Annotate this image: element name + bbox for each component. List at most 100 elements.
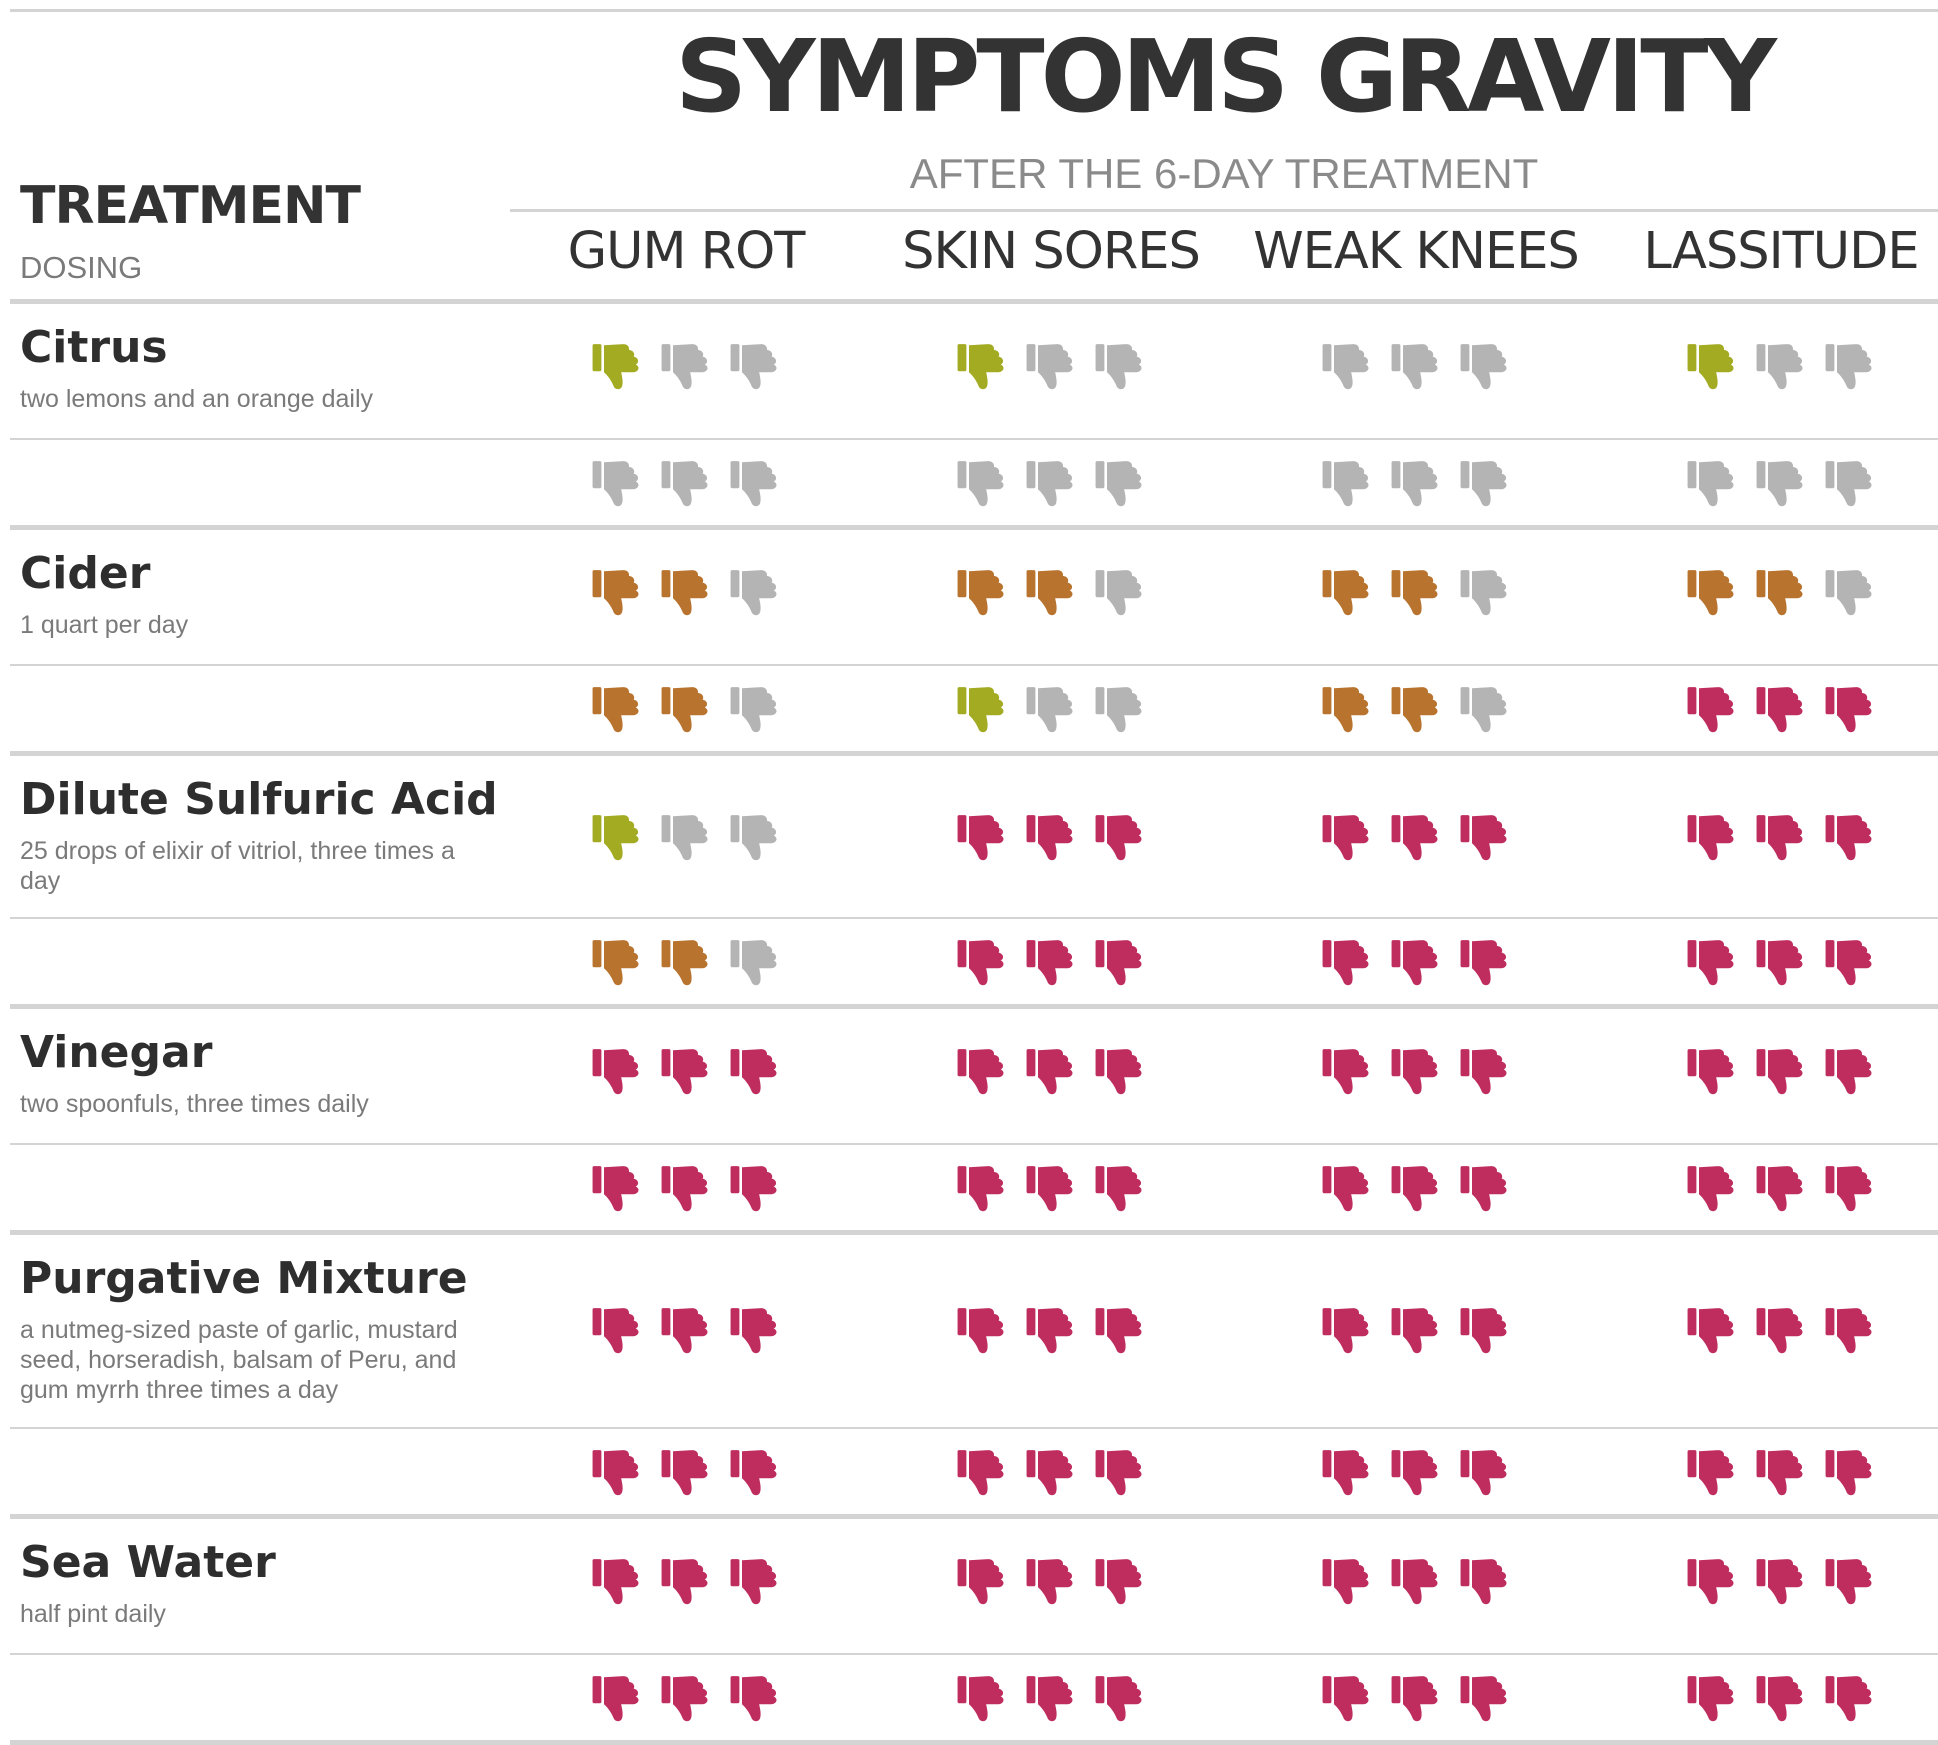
thumbs-down-icon xyxy=(1460,686,1507,732)
thumbs-down-icon xyxy=(661,686,708,732)
thumbs-down-icon xyxy=(1391,570,1438,616)
thumbs-down-icon xyxy=(1095,1449,1142,1495)
thumbs-down-icon xyxy=(1095,344,1142,390)
thumbs-down-icon xyxy=(1026,1559,1073,1605)
thumbs-down-icon xyxy=(1687,570,1734,616)
thumbs-down-icon xyxy=(1756,344,1803,390)
thumbs-down-icon xyxy=(1825,1675,1872,1721)
thumbs-down-icon xyxy=(730,686,777,732)
thumbs-down-icon xyxy=(1825,1559,1872,1605)
treatment-name: Sea Water xyxy=(20,1537,276,1588)
thumbs-down-icon xyxy=(1756,1049,1803,1095)
thumbs-down-icon xyxy=(1460,570,1507,616)
thumbs-down-icon xyxy=(661,460,708,506)
row-divider xyxy=(10,1653,1938,1655)
thumbs-down-icon xyxy=(730,460,777,506)
thumbs-down-icon xyxy=(661,344,708,390)
thumbs-down-icon xyxy=(730,1675,777,1721)
thumbs-down-icon xyxy=(1756,460,1803,506)
column-header: LASSITUDE xyxy=(1643,222,1919,281)
thumbs-down-icon xyxy=(1026,686,1073,732)
thumbs-down-icon xyxy=(957,1449,1004,1495)
thumbs-down-icon xyxy=(1687,344,1734,390)
thumbs-down-icon xyxy=(1391,1449,1438,1495)
thumbs-down-icon xyxy=(1460,1049,1507,1095)
thumbs-down-icon xyxy=(592,1308,639,1354)
thumbs-down-icon xyxy=(592,939,639,985)
thumbs-down-icon xyxy=(1825,815,1872,861)
thumbs-down-icon xyxy=(1825,939,1872,985)
thumbs-down-icon xyxy=(1687,1675,1734,1721)
thumbs-down-icon xyxy=(1460,939,1507,985)
thumbs-down-icon xyxy=(1756,686,1803,732)
thumbs-down-icon xyxy=(1825,570,1872,616)
thumbs-down-icon xyxy=(1095,570,1142,616)
thumbs-down-icon xyxy=(1026,460,1073,506)
thumbs-down-icon xyxy=(1687,1559,1734,1605)
thumbs-down-icon xyxy=(1756,1675,1803,1721)
thumbs-down-icon xyxy=(1391,1308,1438,1354)
thumbs-down-icon xyxy=(1756,1308,1803,1354)
row-divider xyxy=(10,438,1938,440)
thumbs-down-icon xyxy=(1825,1049,1872,1095)
thumbs-down-icon xyxy=(1687,1449,1734,1495)
thumbs-down-icon xyxy=(730,1449,777,1495)
thumbs-down-icon xyxy=(730,344,777,390)
thumbs-down-icon xyxy=(730,1165,777,1211)
thumbs-down-icon xyxy=(1687,686,1734,732)
thumbs-down-icon xyxy=(1391,460,1438,506)
treatment-divider xyxy=(10,525,1938,530)
thumbs-down-icon xyxy=(661,1559,708,1605)
thumbs-down-icon xyxy=(1825,344,1872,390)
thumbs-down-icon xyxy=(592,686,639,732)
thumbs-down-icon xyxy=(957,1675,1004,1721)
treatment-divider xyxy=(10,1740,1938,1745)
thumbs-down-icon xyxy=(1460,815,1507,861)
thumbs-down-icon xyxy=(730,570,777,616)
thumbs-down-icon xyxy=(592,1449,639,1495)
thumbs-down-icon xyxy=(1391,686,1438,732)
column-header: GUM ROT xyxy=(567,222,806,281)
thumbs-down-icon xyxy=(1825,1449,1872,1495)
treatment-name: Purgative Mixture xyxy=(20,1253,468,1304)
thumbs-down-icon xyxy=(1391,344,1438,390)
thumbs-down-icon xyxy=(1825,1165,1872,1211)
thumbs-down-icon xyxy=(1095,939,1142,985)
column-header: SKIN SORES xyxy=(902,222,1201,281)
treatment-dosing: 25 drops of elixir of vitriol, three tim… xyxy=(20,837,455,895)
thumbs-down-icon xyxy=(1322,1308,1369,1354)
thumbs-down-icon xyxy=(1322,344,1369,390)
thumbs-down-icon xyxy=(957,460,1004,506)
thumbs-down-icon xyxy=(661,1049,708,1095)
thumbs-down-icon xyxy=(592,344,639,390)
thumbs-down-icon xyxy=(1756,570,1803,616)
thumbs-down-icon xyxy=(1687,1308,1734,1354)
thumbs-down-icon xyxy=(1391,1049,1438,1095)
thumbs-down-icon xyxy=(1026,344,1073,390)
thumbs-down-icon xyxy=(957,686,1004,732)
row-divider xyxy=(10,917,1938,919)
thumbs-down-icon xyxy=(957,570,1004,616)
chart-subtitle: AFTER THE 6-DAY TREATMENT xyxy=(909,150,1539,197)
thumbs-down-icon xyxy=(592,460,639,506)
thumbs-down-icon xyxy=(1687,939,1734,985)
row-divider xyxy=(10,1427,1938,1429)
thumbs-down-icon xyxy=(730,1049,777,1095)
treatment-name: Vinegar xyxy=(20,1027,213,1078)
thumbs-down-icon xyxy=(1756,1559,1803,1605)
thumbs-down-icon xyxy=(592,1165,639,1211)
treatment-dosing: half pint daily xyxy=(20,1600,166,1628)
thumbs-down-icon xyxy=(1322,815,1369,861)
thumbs-down-icon xyxy=(661,1675,708,1721)
thumbs-down-icon xyxy=(730,939,777,985)
thumbs-down-icon xyxy=(1687,1165,1734,1211)
thumbs-down-icon xyxy=(957,344,1004,390)
thumbs-down-icon xyxy=(1095,1559,1142,1605)
thumbs-down-icon xyxy=(592,815,639,861)
treatment-divider xyxy=(10,1514,1938,1519)
thumbs-down-icon xyxy=(592,1675,639,1721)
treatment-name: Citrus xyxy=(20,322,168,373)
thumbs-down-icon xyxy=(1026,1308,1073,1354)
thumbs-down-icon xyxy=(1756,1165,1803,1211)
thumbs-down-icon xyxy=(1322,686,1369,732)
